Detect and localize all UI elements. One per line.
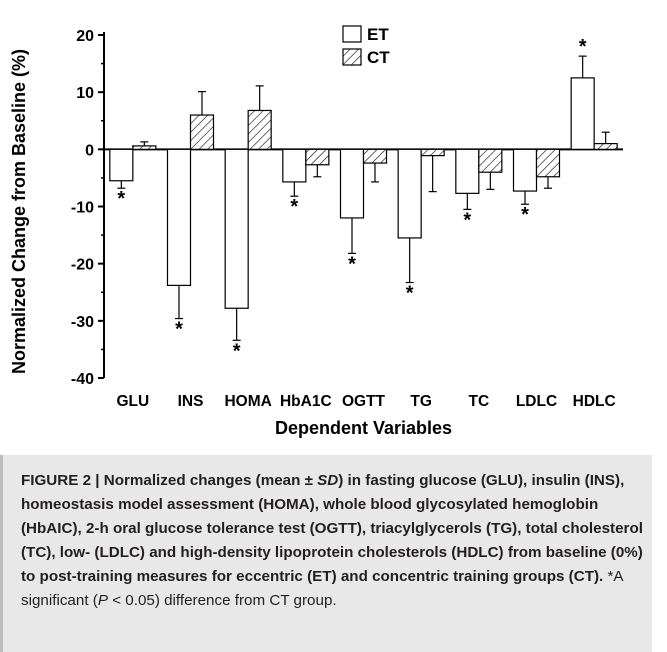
et-bar <box>339 148 365 219</box>
et-legend-swatch <box>342 25 362 43</box>
figure-caption: FIGURE 2 | Normalized changes (mean ± SD… <box>21 469 649 613</box>
et-bar <box>455 148 480 194</box>
legend: ET CT <box>342 25 390 67</box>
x-tick-label: TC <box>468 393 489 410</box>
caption-body: ) in fasting glucose (GLU), insulin (INS… <box>21 472 643 585</box>
bar-chart: * * * * * * * * * 20 10 0 -10 -20 -30 -40 GLU INS HOMA HbA… <box>9 25 623 438</box>
ct-bar <box>247 109 272 150</box>
et-bar <box>512 148 538 192</box>
x-tick-label: HbA1C <box>280 393 332 410</box>
significance-marker: * <box>348 253 356 275</box>
x-tick-label: HDLC <box>573 393 616 410</box>
ct-bar <box>132 145 157 150</box>
et-bar <box>397 148 422 239</box>
caption-note-b: < 0.05) difference from CT group. <box>107 592 337 609</box>
y-tick-label: -30 <box>71 314 94 331</box>
caption-p: P <box>97 592 108 609</box>
y-tick-label: 0 <box>85 142 94 159</box>
ct-legend-label: CT <box>367 48 390 67</box>
et-legend-label: ET <box>367 25 389 44</box>
et-bar <box>109 148 134 182</box>
significance-marker: * <box>406 283 414 305</box>
y-axis-title: Normalized Change from Baseline (%) <box>9 49 29 374</box>
y-tick-label: -10 <box>71 200 94 217</box>
ct-bar <box>305 148 330 166</box>
ct-bar <box>189 114 215 150</box>
et-bar <box>570 77 595 150</box>
significance-marker: * <box>117 188 125 210</box>
caption-box: FIGURE 2 | Normalized changes (mean ± SD… <box>0 455 652 652</box>
significance-marker: * <box>463 209 471 231</box>
x-tick-label: TG <box>410 393 432 410</box>
y-tick-label: -40 <box>71 371 94 388</box>
et-bar <box>282 148 307 183</box>
significance-marker: * <box>521 204 529 226</box>
axis-labels: 20 10 0 -10 -20 -30 -40 GLU INS HOMA HbA1C OGTT TG TC… <box>9 28 616 438</box>
x-tick-label: GLU <box>116 393 149 410</box>
caption-note-a: *A significant ( <box>21 568 623 609</box>
caption-label: FIGURE 2 | Normalized changes (mean ± <box>21 472 318 489</box>
significance-marker: * <box>175 319 183 341</box>
significance-marker: * <box>290 196 298 218</box>
x-tick-label: INS <box>178 393 204 410</box>
x-tick-label: OGTT <box>342 393 386 410</box>
ct-bar <box>535 148 561 178</box>
x-tick-label: LDLC <box>516 393 557 410</box>
ct-bar <box>478 148 503 173</box>
ct-bar <box>362 148 388 164</box>
ct-bar <box>420 148 445 157</box>
y-tick-label: -20 <box>71 257 94 274</box>
x-tick-label: HOMA <box>224 393 271 410</box>
ct-bar <box>593 143 618 150</box>
ct-legend-swatch <box>342 48 362 66</box>
x-axis-title: Dependent Variables <box>275 418 452 438</box>
et-bar <box>224 148 249 309</box>
et-bar <box>166 148 192 286</box>
significance-marker: * <box>233 340 241 362</box>
y-tick-label: 10 <box>76 85 94 102</box>
significance-marker: * <box>579 36 587 58</box>
y-tick-label: 20 <box>76 28 94 45</box>
bars: * * * * * * * * * <box>109 36 618 362</box>
caption-sd: SD <box>317 472 339 489</box>
